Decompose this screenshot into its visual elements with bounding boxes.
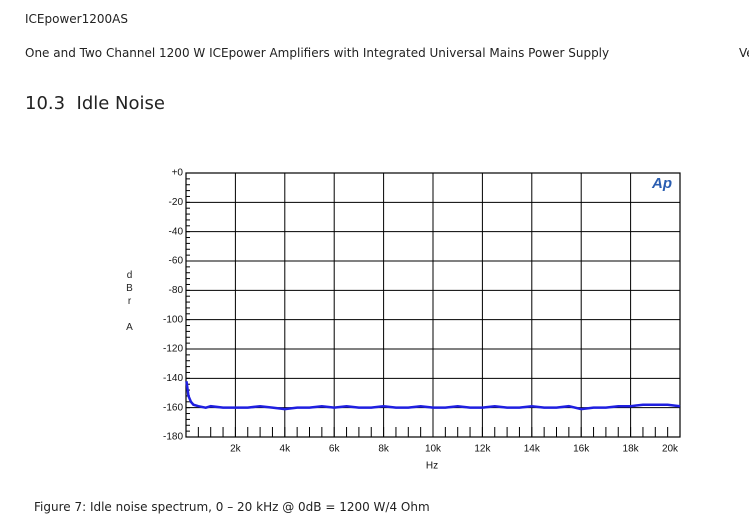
x-tick-label: 20k xyxy=(662,444,679,455)
caption: Figure 7: Idle noise spectrum, 0 – 20 kH… xyxy=(34,500,430,514)
y-tick-label: -180 xyxy=(163,432,183,443)
y-tick-label: -40 xyxy=(169,226,184,237)
x-axis-label: Hz xyxy=(426,461,438,472)
x-tick-label: 10k xyxy=(425,444,442,455)
y-tick-label: +0 xyxy=(172,168,184,179)
doc-version: Ve xyxy=(739,46,749,60)
y-tick-label: -140 xyxy=(163,373,183,384)
y-axis-label: dBr A xyxy=(124,270,135,335)
x-tick-label: 16k xyxy=(573,444,590,455)
plot-frame xyxy=(185,172,681,438)
x-tick-label: 4k xyxy=(280,444,292,455)
x-tick-label: 12k xyxy=(474,444,491,455)
doc-subtitle: One and Two Channel 1200 W ICEpower Ampl… xyxy=(25,46,610,60)
section-heading: 10.3 Idle Noise xyxy=(25,93,165,114)
x-tick-label: 14k xyxy=(524,444,541,455)
y-tick-label: -80 xyxy=(169,285,184,296)
y-tick-label: -100 xyxy=(163,314,183,325)
logo: Ap xyxy=(651,175,672,192)
doc-title: ICEpower1200AS xyxy=(25,12,128,26)
x-tick-label: 18k xyxy=(623,444,640,455)
y-tick-label: -20 xyxy=(169,197,184,208)
y-tick-label: -60 xyxy=(169,256,184,267)
x-tick-label: 6k xyxy=(329,444,341,455)
y-tick-label: -120 xyxy=(163,344,183,355)
data-line xyxy=(185,381,681,411)
x-tick-label: 2k xyxy=(230,444,242,455)
y-tick-label: -160 xyxy=(163,402,183,413)
x-tick-label: 8k xyxy=(378,444,390,455)
